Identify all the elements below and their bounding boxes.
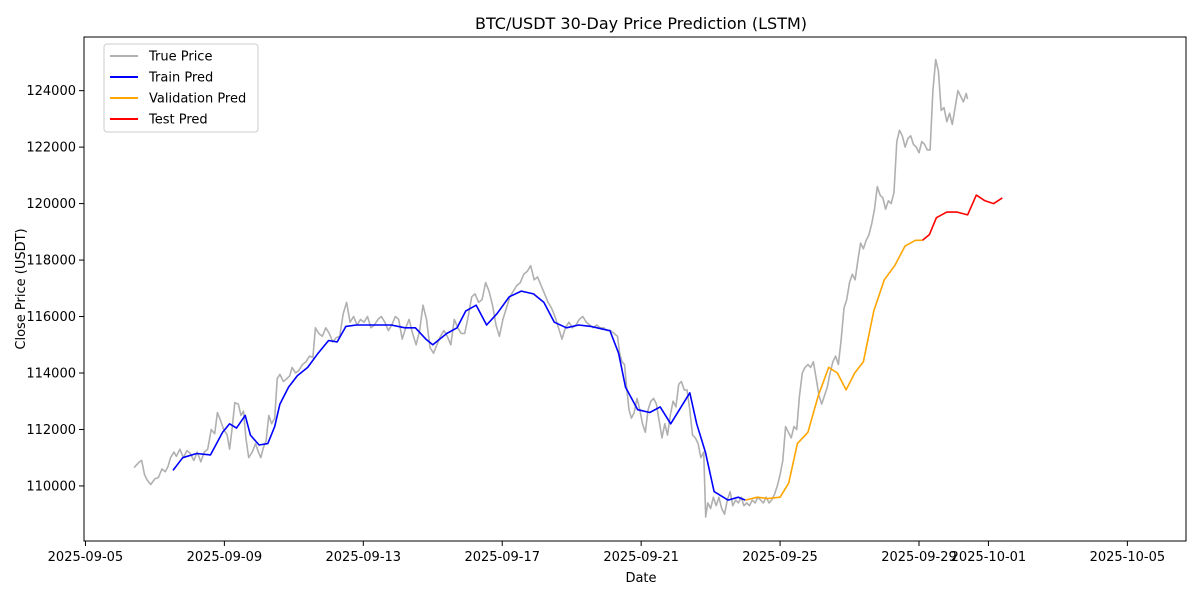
series-line-train-pred — [172, 290, 746, 501]
x-tick-label: 2025-10-05 — [1090, 550, 1166, 565]
x-tick-label: 2025-09-29 — [881, 550, 957, 565]
y-axis-title: Close Price (USDT) — [14, 228, 29, 349]
y-tick-label: 120000 — [26, 197, 76, 212]
legend-label: Train Pred — [148, 71, 213, 86]
x-tick-label: 2025-09-09 — [187, 550, 263, 565]
legend-label: Validation Pred — [149, 92, 246, 107]
x-axis-title: Date — [625, 571, 656, 586]
chart-title: BTC/USDT 30-Day Price Prediction (LSTM) — [475, 14, 807, 33]
y-tick-label: 116000 — [26, 310, 76, 325]
x-tick-label: 2025-10-01 — [951, 550, 1027, 565]
y-tick-label: 110000 — [26, 479, 76, 494]
y-tick-label: 124000 — [26, 84, 76, 99]
series-line-validation-pred — [745, 239, 923, 501]
x-tick-label: 2025-09-13 — [326, 550, 402, 565]
x-tick-label: 2025-09-21 — [603, 550, 679, 565]
y-tick-label: 118000 — [26, 254, 76, 269]
plot-frame — [83, 36, 1187, 542]
legend-label: Test Pred — [148, 113, 208, 128]
y-tick-label: 112000 — [26, 423, 76, 438]
x-tick-label: 2025-09-25 — [742, 550, 818, 565]
y-tick-label: 122000 — [26, 141, 76, 156]
legend-label: True Price — [148, 50, 212, 65]
x-tick-label: 2025-09-05 — [48, 550, 124, 565]
legend: True Price Train Pred Validation Pred Test … — [103, 43, 259, 133]
series-line-test-pred — [921, 194, 1003, 241]
series-line-true-price — [133, 58, 969, 518]
x-tick-label: 2025-09-17 — [464, 550, 540, 565]
legend-box — [103, 43, 259, 133]
y-tick-label: 114000 — [26, 367, 76, 382]
